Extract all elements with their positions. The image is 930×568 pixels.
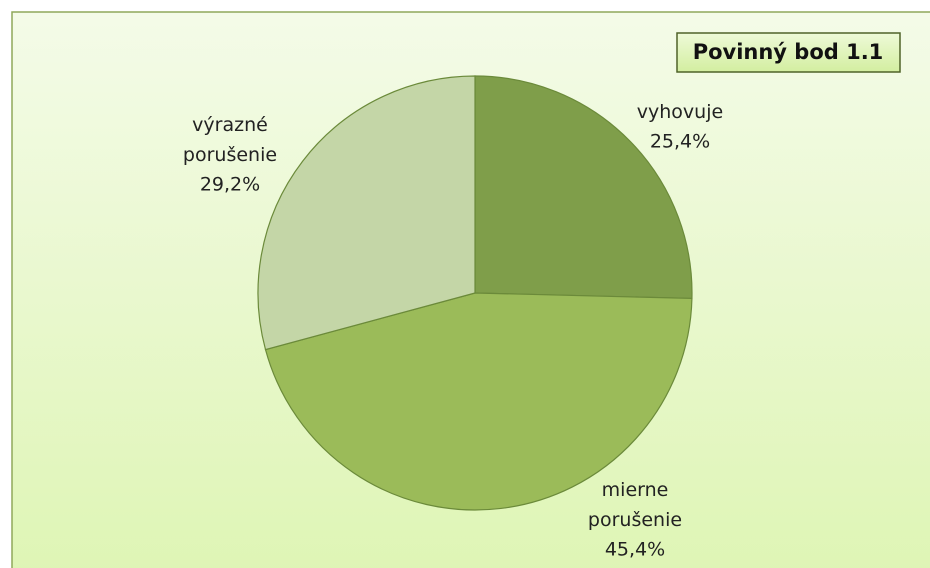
value-label: 45,4% [605, 539, 665, 561]
pie-slice [257, 75, 476, 351]
category-label: výrazné porušenie [183, 114, 277, 166]
value-label: 29,2% [200, 174, 260, 196]
pie-slice [474, 75, 693, 300]
pie-slice [264, 292, 693, 511]
pie [257, 75, 693, 511]
title-box [676, 32, 901, 73]
category-label: mierne porušenie [588, 479, 682, 531]
category-label: vyhovuje [637, 101, 723, 123]
chart-title: Povinný bod 1.1 [693, 40, 884, 64]
value-label: 25,4% [650, 131, 710, 153]
